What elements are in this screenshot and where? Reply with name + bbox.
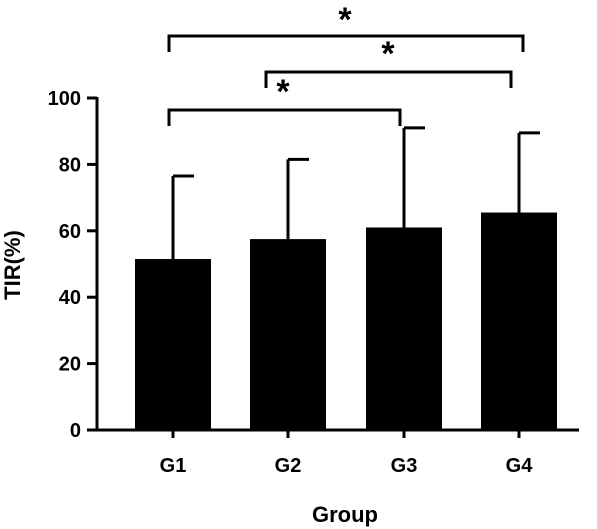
significance-star-g1-g4: * [338, 1, 352, 39]
bar-g3 [366, 227, 442, 430]
bars-layer [135, 212, 557, 430]
x-tick-label-g4: G4 [506, 455, 534, 477]
x-tick-label-g3: G3 [391, 455, 418, 477]
significance-star-g2-g4: * [381, 35, 395, 73]
y-tick-label-0: 0 [70, 420, 81, 442]
significance-bracket-g1-g3 [167, 108, 402, 126]
axes-layer: G1 G2 G3 G4 0 20 40 60 80 100 [48, 88, 579, 477]
x-tick-label-g2: G2 [275, 455, 302, 477]
bar-g2 [250, 239, 326, 430]
error-bars-layer [171, 126, 540, 260]
x-axis-title: Group [312, 502, 378, 527]
bar-g1 [135, 259, 211, 430]
y-tick-label-80: 80 [59, 154, 81, 176]
significance-star-g1-g3: * [276, 73, 290, 111]
y-tick-label-100: 100 [48, 88, 81, 110]
y-tick-label-60: 60 [59, 221, 81, 243]
bar-g4 [481, 212, 557, 430]
y-tick-label-20: 20 [59, 354, 81, 376]
significance-bracket-g1-g4 [167, 34, 525, 52]
y-tick-label-40: 40 [59, 287, 81, 309]
significance-bracket-g2-g4 [264, 70, 513, 88]
significance-layer: * * * [167, 1, 525, 126]
x-tick-label-g1: G1 [160, 455, 187, 477]
y-axis-title: TIR(%) [0, 230, 25, 300]
